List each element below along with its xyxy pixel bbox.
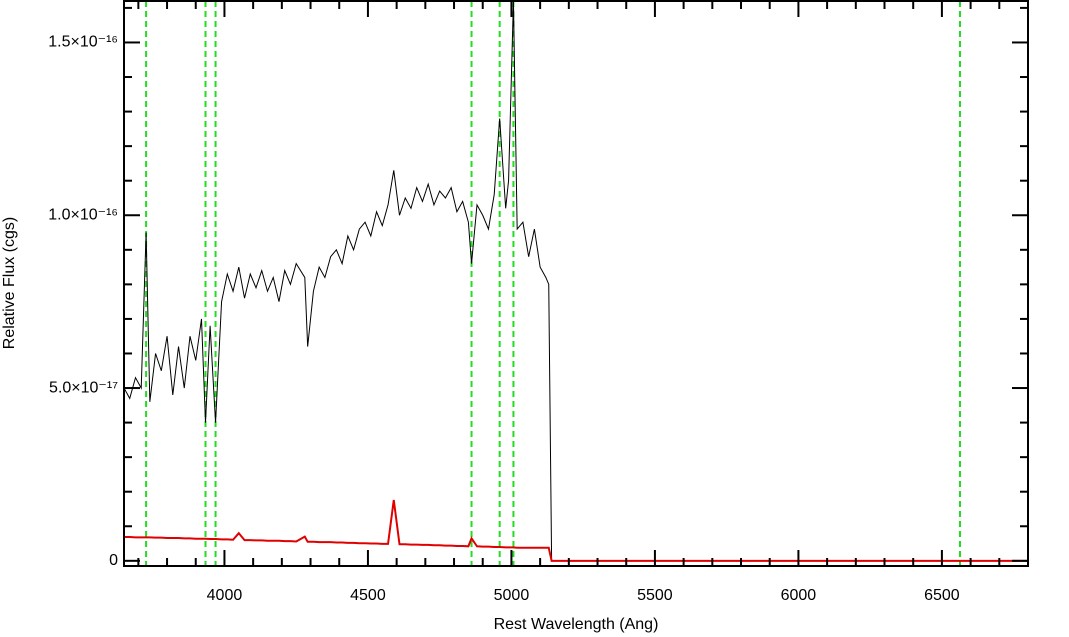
x-tick-label: 6000	[781, 587, 817, 604]
y-tick-label: 5.0×10⁻¹⁷	[49, 379, 118, 396]
x-tick-label: 4000	[207, 587, 243, 604]
plot-frame	[123, 0, 1029, 567]
y-tick-label: 0	[109, 552, 118, 569]
data-line	[124, 499, 1028, 562]
y-tick-label: 1.5×10⁻¹⁶	[48, 34, 118, 51]
data-line	[123, 0, 1028, 562]
x-tick-label: 5500	[637, 587, 673, 604]
x-tick-label: 4500	[350, 587, 386, 604]
x-axis-label: Rest Wavelength (Ang)	[494, 616, 659, 633]
x-tick-label: 6500	[924, 587, 960, 604]
y-axis-label: Relative Flux (cgs)	[1, 217, 18, 349]
y-tick-label: 1.0×10⁻¹⁶	[48, 206, 118, 223]
x-tick-label: 5000	[494, 587, 530, 604]
